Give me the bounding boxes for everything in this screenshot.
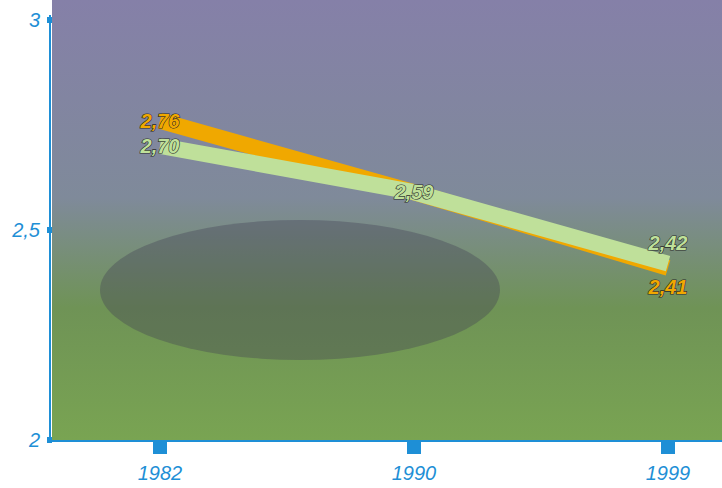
x-tick [153, 442, 167, 454]
series-line [160, 146, 668, 264]
x-tick-label: 1982 [138, 462, 183, 484]
y-tick [47, 227, 52, 233]
y-tick-label: 3 [29, 9, 40, 31]
x-tick [407, 442, 421, 454]
y-tick-label: 2 [28, 429, 40, 451]
y-tick [47, 17, 52, 23]
data-label: 2,70 [140, 135, 180, 157]
series-group [160, 121, 668, 268]
data-label: 2,42 [648, 232, 688, 254]
chart: 2 2,5 3 1982 1990 1999 2,76 2,41 2,70 2,59 2,42 [0, 0, 722, 488]
x-axis [50, 440, 722, 442]
series-line [160, 121, 668, 268]
y-tick [47, 437, 52, 443]
x-tick-label: 1999 [646, 462, 691, 484]
data-label: 2,59 [394, 181, 435, 203]
y-tick-label: 2,5 [11, 219, 41, 241]
data-label: 2,76 [140, 110, 181, 132]
data-label: 2,41 [648, 276, 688, 298]
photo-shade [100, 220, 500, 360]
plot-background [52, 0, 722, 440]
x-tick-label: 1990 [392, 462, 437, 484]
x-tick [661, 442, 675, 454]
